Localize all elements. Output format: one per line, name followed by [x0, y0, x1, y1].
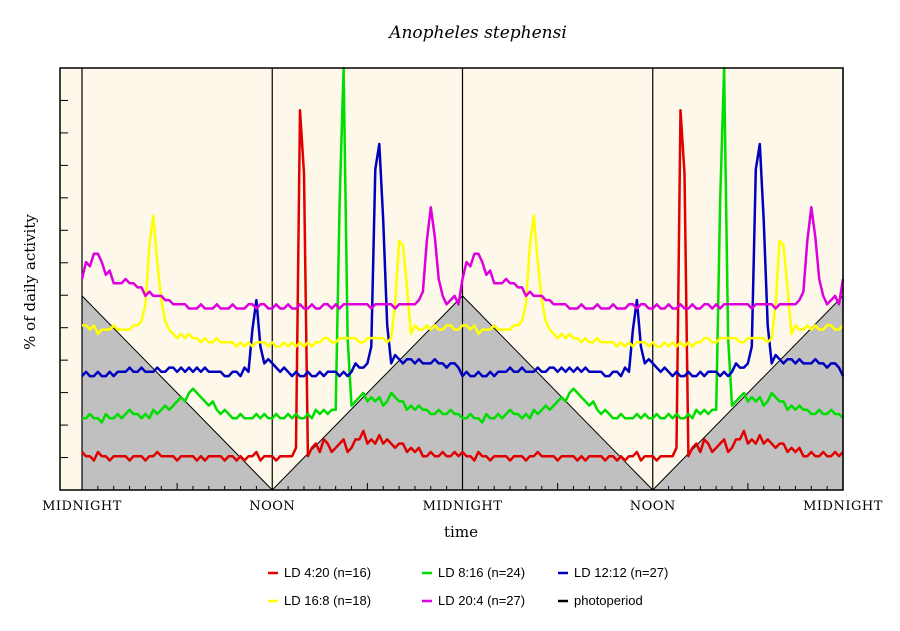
y-axis-label: % of daily activity: [21, 214, 39, 350]
legend-label: LD 8:16 (n=24): [438, 565, 525, 580]
legend-label: LD 16:8 (n=18): [284, 593, 371, 608]
legend-label: LD 4:20 (n=16): [284, 565, 371, 580]
legend-label: LD 12:12 (n=27): [574, 565, 668, 580]
series-line-3: [81, 142, 845, 378]
x-tick-label: NOON: [630, 499, 676, 514]
x-axis-label: time: [444, 523, 478, 541]
series-line-4: [82, 214, 844, 348]
series-line-5: [80, 206, 845, 310]
x-tick-label: MIDNIGHT: [423, 499, 503, 514]
x-tick-label: MIDNIGHT: [803, 499, 883, 514]
legend-label: photoperiod: [574, 593, 643, 608]
x-tick-label: MIDNIGHT: [42, 499, 122, 514]
plot-frame: [59, 67, 844, 491]
x-tick-label: NOON: [249, 499, 295, 514]
legend-label: LD 20:4 (n=27): [438, 593, 525, 608]
chart-title: Anopheles stephensi: [387, 23, 567, 43]
series-line-1: [81, 108, 844, 462]
legend: LD 4:20 (n=16) LD 8:16 (n=24) LD 12:12 (n=…: [268, 565, 668, 608]
plot-area: MIDNIGHT NOON MIDNIGHT NOON MIDNIGHT: [42, 66, 883, 514]
series-line-2: [82, 66, 844, 424]
